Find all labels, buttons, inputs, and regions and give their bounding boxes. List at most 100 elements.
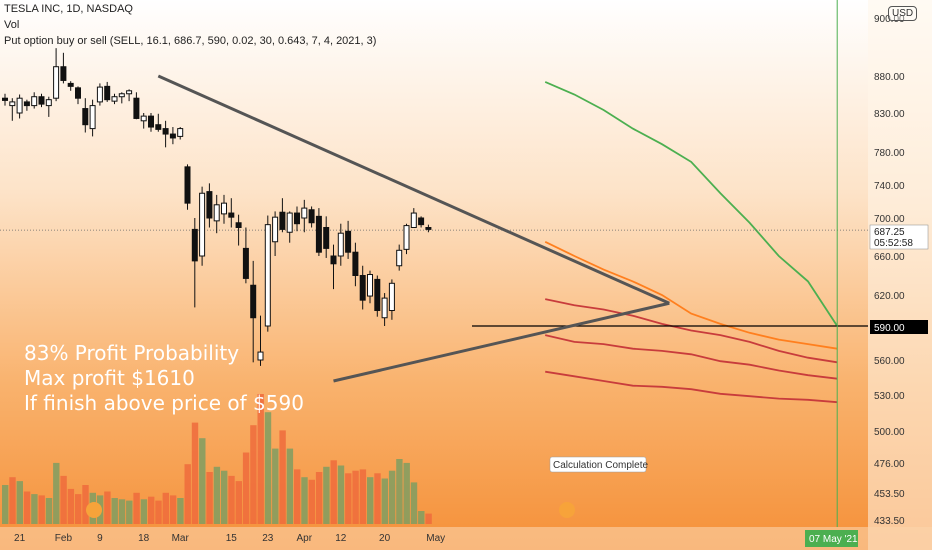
volume-bar: [330, 460, 337, 524]
candle-body: [60, 66, 67, 81]
candle-body: [2, 97, 8, 101]
time-tick-label: Apr: [297, 533, 313, 544]
price-badges: 687.25 05:52:58 590.00 07 May '21: [805, 224, 929, 547]
price-tick-label: 660.00: [874, 252, 905, 263]
price-tick-label: 880.00: [874, 72, 905, 83]
candle-body: [53, 66, 60, 99]
candlesticks: [2, 48, 432, 366]
candle-body: [199, 192, 206, 257]
candle: [359, 265, 366, 310]
candle: [140, 113, 147, 129]
volume-bar: [16, 481, 23, 524]
volume-bar: [104, 491, 111, 524]
candle-body: [89, 105, 96, 130]
candle: [352, 242, 359, 287]
time-tick-label: 21: [14, 533, 26, 544]
candle: [374, 275, 381, 317]
candle-body: [235, 222, 242, 228]
candle-body: [403, 225, 410, 250]
candle-body: [148, 115, 154, 128]
volume-bar: [155, 500, 162, 524]
volume-bar: [235, 481, 242, 524]
time-axis-panel: [0, 527, 932, 550]
volume-bar: [337, 465, 345, 524]
price-tick-label: 453.50: [874, 489, 905, 500]
candle: [345, 220, 352, 259]
price-tick-label: 476.00: [874, 459, 905, 470]
trend-line: [333, 301, 670, 383]
volume-bar: [272, 448, 279, 524]
candle: [96, 83, 103, 106]
candle-body: [38, 96, 45, 105]
volume-bar: [425, 513, 432, 524]
candle: [148, 113, 154, 132]
candle: [381, 293, 388, 326]
candle: [337, 223, 344, 266]
candle: [104, 81, 111, 102]
candle: [45, 96, 52, 117]
price-tick-label: 620.00: [874, 291, 905, 302]
candle: [235, 214, 242, 246]
candle: [67, 81, 74, 91]
volume-bar: [381, 478, 388, 524]
candle-body: [330, 255, 337, 265]
candle-body: [23, 101, 30, 107]
volume-bar: [388, 470, 396, 524]
candle: [403, 223, 410, 255]
orange-probability-curve: [544, 240, 838, 350]
volume-bar: [286, 448, 294, 524]
candle: [396, 244, 403, 271]
price-tick-label: 740.00: [874, 181, 905, 192]
candle-body: [388, 282, 395, 311]
candle: [257, 315, 264, 366]
candle: [308, 206, 315, 228]
candle-body: [315, 215, 322, 253]
candle-body: [118, 93, 125, 98]
volume-bar: [60, 475, 67, 524]
volume-bar: [2, 485, 9, 524]
time-tick-label: 12: [335, 533, 347, 544]
earnings-marker-icon: [86, 502, 102, 518]
candle-body: [294, 212, 300, 225]
calculation-tooltip: Calculation Complete: [549, 456, 648, 473]
annotation-line-2: Max profit $1610: [24, 366, 195, 390]
symbol-title[interactable]: TESLA INC, 1D, NASDAQ: [4, 3, 133, 15]
candle: [279, 198, 286, 233]
strike-price-badge: 590.00: [874, 323, 905, 334]
time-tick-label: 23: [262, 533, 274, 544]
candle-body: [359, 275, 366, 301]
volume-bar: [82, 485, 89, 524]
price-tick-label: 700.00: [874, 214, 905, 225]
last-price-badge: 687.25: [874, 227, 905, 238]
price-tick-label: 830.00: [874, 109, 905, 120]
candle-body: [140, 115, 147, 122]
volume-legend[interactable]: Vol: [4, 19, 20, 31]
candle: [323, 216, 330, 258]
volume-bar: [126, 500, 133, 524]
volume-bar: [308, 479, 315, 524]
volume-bar: [221, 470, 228, 524]
indicator-legend[interactable]: Put option buy or sell (SELL, 16.1, 686.…: [4, 35, 377, 47]
candle: [155, 113, 162, 132]
candle: [184, 164, 191, 210]
candle-body: [75, 87, 81, 99]
time-tick-label: 9: [97, 533, 103, 544]
candle-body: [213, 204, 220, 222]
currency-button[interactable]: USD: [888, 6, 918, 21]
earnings-marker-icon: [559, 502, 575, 518]
candle-body: [184, 166, 191, 204]
candle: [31, 92, 38, 109]
trend-lines: [0, 0, 868, 527]
candle: [301, 199, 308, 233]
candle-body: [169, 133, 176, 139]
candle: [126, 89, 133, 102]
candle: [75, 86, 81, 105]
candle-body: [425, 227, 432, 230]
candle: [89, 99, 96, 137]
candle-body: [16, 97, 23, 114]
candle-body: [352, 251, 359, 276]
time-tick-label: 15: [226, 533, 238, 544]
candle-body: [264, 224, 271, 327]
